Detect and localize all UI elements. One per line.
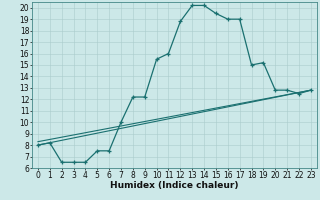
X-axis label: Humidex (Indice chaleur): Humidex (Indice chaleur) xyxy=(110,181,239,190)
